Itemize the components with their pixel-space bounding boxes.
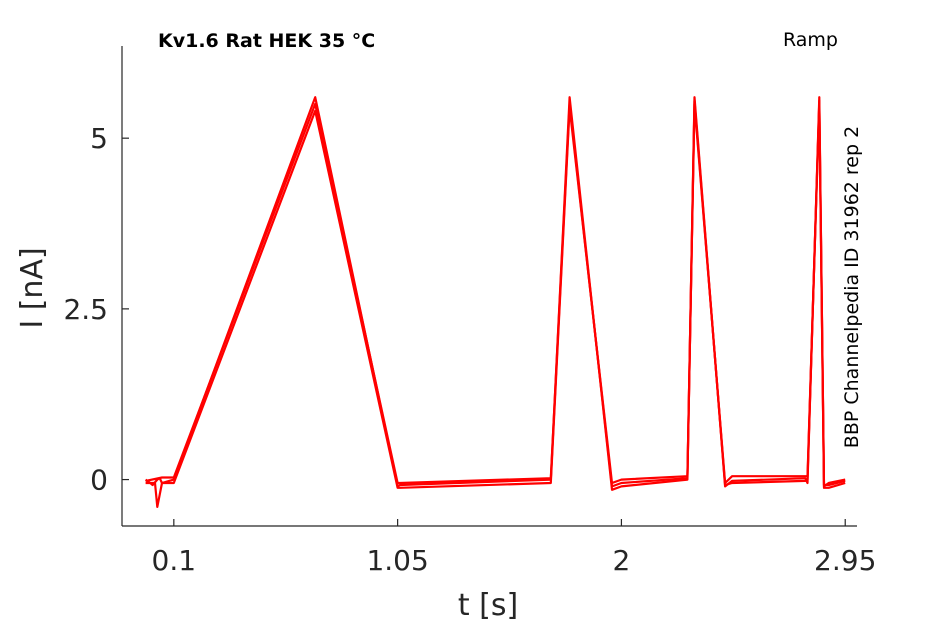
y-tick-label: 0: [90, 464, 108, 497]
x-tick-label: 2.95: [814, 544, 876, 577]
chart-title: Kv1.6 Rat HEK 35 °C: [158, 30, 375, 52]
y-tick-label: 2.5: [63, 293, 108, 326]
current-trace-3: [145, 99, 846, 488]
x-tick-label: 1.05: [366, 544, 428, 577]
x-tick-label: 0.1: [152, 544, 197, 577]
channelpedia-id-label: BBP Channelpedia ID 31962 rep 2: [841, 126, 863, 448]
current-trace-1: [144, 96, 846, 491]
x-axis-label: t [s]: [458, 588, 518, 623]
trace-series-group: [144, 96, 846, 508]
y-axis-label: I [nA]: [15, 247, 50, 328]
protocol-label: Ramp: [783, 29, 838, 51]
y-tick-group: 02.55: [63, 122, 129, 497]
current-trace-2: [145, 102, 846, 508]
x-tick-label: 2: [613, 544, 631, 577]
y-tick-label: 5: [90, 122, 108, 155]
x-tick-group: 0.1 1.05 2 2.95: [152, 519, 876, 577]
